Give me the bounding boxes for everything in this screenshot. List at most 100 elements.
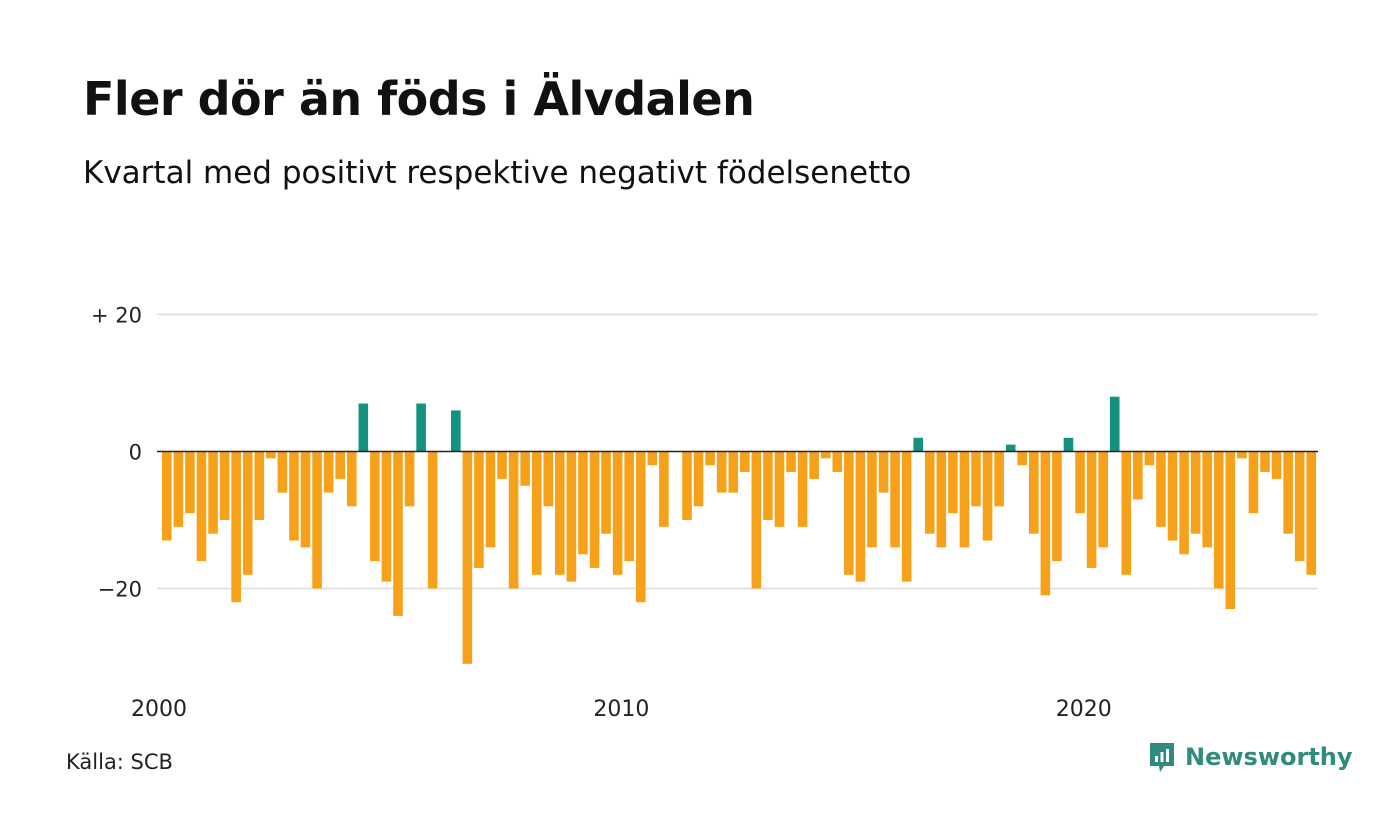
bar-negative — [763, 451, 773, 520]
bar-negative — [1283, 451, 1293, 534]
bar-negative — [1121, 451, 1132, 575]
chart-subtitle: Kvartal med positivt respektive negativt… — [83, 155, 912, 191]
x-axis-labels: 2000 2010 2020 — [131, 697, 1112, 722]
x-tick-label: 2020 — [1056, 697, 1112, 722]
bar-negative — [1237, 451, 1247, 459]
bar-negative — [370, 451, 380, 562]
y-tick-label: + 20 — [91, 304, 142, 328]
bar-negative — [1248, 451, 1259, 514]
bar-negative — [855, 451, 866, 582]
x-tick-label: 2010 — [593, 697, 649, 722]
bar-positive — [1005, 444, 1016, 452]
bar-negative — [497, 451, 507, 479]
bar-negative — [485, 451, 496, 548]
bar-positive — [1063, 437, 1074, 452]
bar-negative — [1156, 451, 1166, 527]
bar-negative — [982, 451, 993, 541]
bar-negative — [173, 451, 184, 527]
bar-negative — [948, 451, 958, 514]
newsworthy-logo-icon — [1150, 743, 1174, 772]
bar-negative — [520, 451, 530, 486]
bar-positive — [416, 403, 426, 452]
grid-lines — [157, 313, 1318, 590]
bar-negative — [393, 451, 403, 616]
bar-negative — [508, 451, 519, 589]
bar-negative — [601, 451, 611, 534]
bar-positive — [1109, 396, 1120, 452]
bar-negative — [832, 451, 843, 473]
bar-negative — [994, 451, 1004, 507]
bar-positive — [913, 437, 923, 452]
bar-negative — [774, 451, 785, 527]
bar-negative — [901, 451, 912, 582]
bar-negative — [728, 451, 739, 493]
bar-negative — [820, 451, 831, 459]
bar-negative — [1306, 451, 1317, 575]
bar-negative — [208, 451, 218, 534]
bar-negative — [404, 451, 415, 507]
bar-negative — [959, 451, 970, 548]
bar-negative — [323, 451, 334, 493]
bar-negative — [1133, 451, 1143, 500]
bar-negative — [196, 451, 207, 562]
bar-negative — [1075, 451, 1085, 514]
bar-negative — [740, 451, 750, 473]
bar-negative — [1271, 451, 1282, 479]
bar-negative — [1213, 451, 1224, 589]
bar-negative — [693, 451, 704, 507]
bar-negative — [1260, 451, 1270, 473]
bar-negative — [705, 451, 715, 466]
bar-negative — [867, 451, 877, 548]
bar-positive — [358, 403, 369, 452]
bar-negative — [682, 451, 692, 520]
bar-negative — [219, 451, 230, 520]
bar-negative — [659, 451, 669, 527]
bar-negative — [589, 451, 600, 568]
y-axis-labels: + 20 0 −20 — [91, 304, 142, 602]
bar-negative — [1029, 451, 1039, 534]
bar-negative — [924, 451, 935, 534]
bar-negative — [1167, 451, 1178, 541]
bar-negative — [1098, 451, 1108, 548]
bar-negative — [242, 451, 253, 575]
bar-negative — [1190, 451, 1201, 534]
bar-negative — [786, 451, 796, 473]
bar-negative — [381, 451, 392, 582]
bar-negative — [289, 451, 299, 541]
bar-negative — [844, 451, 854, 575]
bar-negative — [1086, 451, 1097, 568]
bar-negative — [266, 451, 276, 459]
bar-negative — [809, 451, 819, 479]
bar-negative — [1202, 451, 1212, 548]
bars — [162, 396, 1317, 664]
bar-negative — [185, 451, 195, 514]
bar-negative — [612, 451, 623, 575]
y-tick-label: 0 — [129, 441, 142, 465]
bar-negative — [1144, 451, 1155, 466]
bar-negative — [1017, 451, 1028, 466]
bar-negative — [162, 451, 172, 541]
x-tick-label: 2000 — [131, 697, 187, 722]
bar-negative — [346, 451, 357, 507]
bar-negative — [312, 451, 322, 589]
bar-negative — [578, 451, 588, 555]
bar-negative — [1052, 451, 1062, 562]
bar-negative — [647, 451, 658, 466]
chart-title: Fler dör än föds i Älvdalen — [83, 72, 755, 126]
brand-logo[interactable]: Newsworthy — [1147, 740, 1353, 774]
bar-negative — [543, 451, 554, 507]
bar-negative — [277, 451, 288, 493]
bar-negative — [474, 451, 484, 568]
bar-negative — [878, 451, 889, 493]
bar-negative — [231, 451, 241, 603]
bar-negative — [531, 451, 542, 575]
bar-negative — [635, 451, 646, 603]
bar-negative — [716, 451, 727, 493]
bar-negative — [462, 451, 473, 664]
bar-negative — [1294, 451, 1305, 562]
bar-negative — [890, 451, 900, 548]
bar-negative — [1179, 451, 1189, 555]
bar-negative — [797, 451, 808, 527]
bar-negative — [254, 451, 265, 520]
